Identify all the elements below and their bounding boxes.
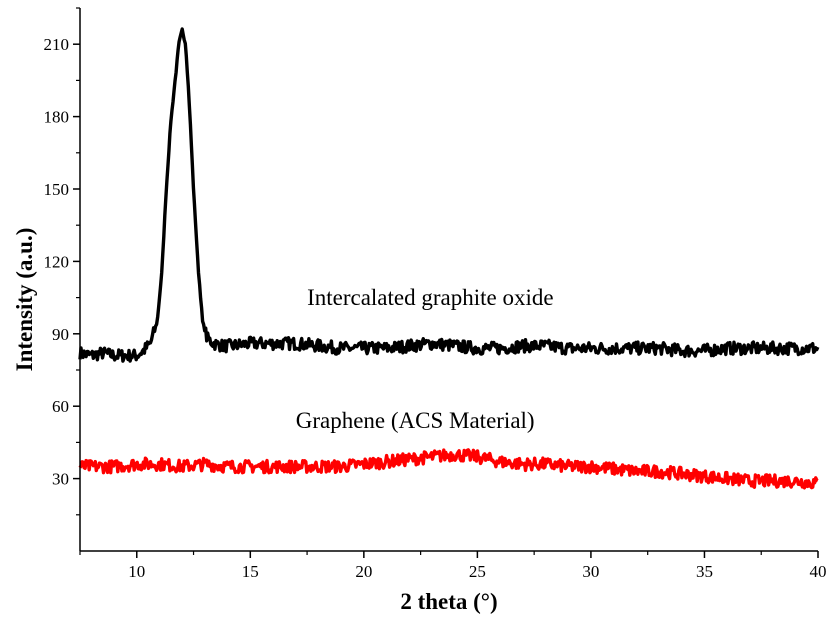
x-axis-title: 2 theta (°) bbox=[400, 589, 497, 614]
x-tick-label: 15 bbox=[242, 562, 259, 581]
y-tick-label: 60 bbox=[52, 397, 69, 416]
y-axis-title: Intensity (a.u.) bbox=[12, 228, 37, 372]
series-line-1 bbox=[78, 448, 819, 490]
axes-layer: 10 15 20 25 30 35 40 30 60 90 120 150 180 210 bbox=[44, 7, 827, 581]
series-layer bbox=[78, 27, 820, 490]
x-tick-label: 35 bbox=[696, 562, 713, 581]
labels-layer: 2 theta (°) Intensity (a.u.) Intercalate… bbox=[12, 228, 554, 614]
y-tick-label: 210 bbox=[44, 35, 70, 54]
annotation-intercalated-graphite-oxide: Intercalated graphite oxide bbox=[307, 285, 553, 310]
x-tick-label: 40 bbox=[810, 562, 827, 581]
y-tick-label: 90 bbox=[52, 325, 69, 344]
x-tick-label: 10 bbox=[128, 562, 145, 581]
y-tick-label: 150 bbox=[44, 180, 70, 199]
annotation-graphene: Graphene (ACS Material) bbox=[296, 408, 535, 433]
x-tick-label: 30 bbox=[582, 562, 599, 581]
x-tick-label: 25 bbox=[469, 562, 486, 581]
series-line-0 bbox=[78, 27, 820, 363]
x-tick-label: 20 bbox=[355, 562, 372, 581]
y-tick-label: 120 bbox=[44, 252, 70, 271]
y-tick-label: 180 bbox=[44, 108, 70, 127]
y-tick-label: 30 bbox=[52, 470, 69, 489]
